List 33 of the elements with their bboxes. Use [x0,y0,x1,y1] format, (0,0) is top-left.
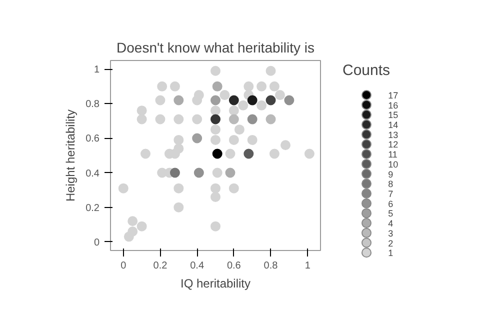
color-bar-label: 12 [388,140,398,150]
y-tick-label: 0.8 [86,99,100,110]
color-bar-label: 8 [388,179,394,190]
y-tick-label: 0.6 [86,134,100,145]
color-bar-label: 2 [388,238,394,248]
color-bar-label: 1 [388,248,394,258]
y-tick-label: 1 [94,64,100,76]
color-bar-label: 16 [388,100,398,110]
x-tick-label: 0.6 [226,260,242,272]
color-bar-label: 6 [388,198,394,209]
color-bar-label: 14 [388,120,398,130]
legend-title: Counts [342,62,390,80]
x-axis-title: IQ heritability [180,276,251,290]
color-bar-label: 7 [388,189,394,200]
y-tick-label: 0 [94,237,100,248]
color-bar-label: 13 [388,130,398,140]
color-bar-label: 9 [388,169,394,180]
color-bar-label: 3 [388,228,394,238]
color-bar-label: 11 [388,150,398,160]
x-tick-label: 0 [120,260,127,272]
x-tick-label: 0.4 [190,260,204,272]
x-tick-label: 1 [304,260,311,272]
color-bar-label: 4 [388,218,394,229]
x-tick-label: 0.8 [264,260,278,272]
color-bar-label: 10 [388,159,398,170]
y-tick-label: 0.2 [86,202,100,214]
y-axis-title: Height heritability [64,109,78,202]
color-bar-label: 15 [388,110,398,120]
x-tick-label: 0.2 [153,260,168,272]
color-bar-label: 17 [388,90,398,100]
color-bar-label: 5 [388,208,394,219]
chart-title: Doesn't know what heritability is [116,40,314,56]
y-tick-label: 0.4 [86,168,100,180]
